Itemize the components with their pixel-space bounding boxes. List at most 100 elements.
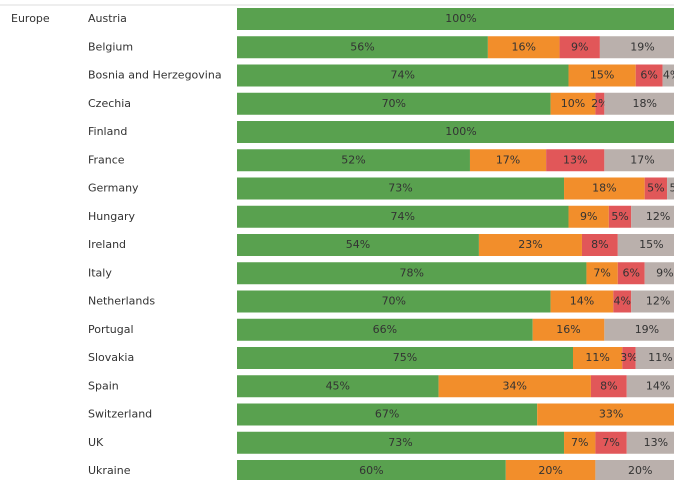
data-label: 13% xyxy=(644,436,668,449)
data-label: 7% xyxy=(571,436,588,449)
bar-segment xyxy=(599,36,674,59)
bar-segment xyxy=(644,177,668,200)
bar-segment xyxy=(622,347,636,369)
data-label: 15% xyxy=(590,69,614,82)
bar-segment xyxy=(595,92,605,115)
data-label: 100% xyxy=(445,125,476,138)
data-label: 19% xyxy=(630,40,654,53)
bar-segment xyxy=(469,149,547,172)
data-label: 54% xyxy=(346,238,370,251)
bar-segment xyxy=(635,347,674,369)
category-label: Ukraine xyxy=(88,464,131,477)
data-label: 67% xyxy=(375,408,399,421)
bar-segment xyxy=(573,347,623,369)
bar-segment xyxy=(237,121,674,143)
bar-segment xyxy=(604,318,674,341)
category-label: Italy xyxy=(88,266,112,279)
data-label: 100% xyxy=(445,12,476,25)
data-label: 33% xyxy=(599,408,623,421)
data-label: 73% xyxy=(388,436,412,449)
bar-segment xyxy=(237,64,569,87)
data-label: 17% xyxy=(630,153,654,166)
data-label: 12% xyxy=(646,295,670,308)
data-label: 56% xyxy=(350,40,374,53)
data-label: 8% xyxy=(591,238,608,251)
category-label: Switzerland xyxy=(88,408,152,421)
category-label: Slovakia xyxy=(88,351,134,364)
bar-segment xyxy=(237,177,565,200)
category-label: France xyxy=(88,153,125,166)
data-label: 78% xyxy=(399,266,423,279)
category-label: Spain xyxy=(88,379,119,392)
bar-segment xyxy=(635,64,663,87)
bar-segment xyxy=(237,149,470,172)
bar-segment xyxy=(237,92,551,115)
bar-segment xyxy=(613,290,632,313)
bar-segment xyxy=(564,177,645,200)
bar-segment xyxy=(237,431,565,454)
bar-segment xyxy=(487,36,560,59)
data-label: 16% xyxy=(511,40,535,53)
bar-segment xyxy=(237,36,488,59)
bar-segment xyxy=(604,149,674,172)
bar-segment xyxy=(564,431,596,454)
bar-segment xyxy=(237,460,506,480)
data-label: 70% xyxy=(382,97,406,110)
data-label: 11% xyxy=(648,351,672,364)
category-label: Germany xyxy=(88,182,139,195)
category-label: Ireland xyxy=(88,238,126,251)
bar-segment xyxy=(608,205,632,228)
bar-segment xyxy=(438,375,591,398)
data-label: 19% xyxy=(635,323,659,336)
data-label: 14% xyxy=(646,379,670,392)
data-label: 8% xyxy=(600,379,617,392)
data-label: 75% xyxy=(393,351,417,364)
data-label: 13% xyxy=(563,153,587,166)
category-label: Bosnia and Herzegovina xyxy=(88,69,222,82)
data-label: 7% xyxy=(602,436,619,449)
data-label: 4% xyxy=(663,69,674,82)
bar-segment xyxy=(237,205,569,228)
category-label: Belgium xyxy=(88,40,133,53)
bar-segment xyxy=(595,431,627,454)
bar-segment xyxy=(237,347,573,369)
bar-segment xyxy=(631,205,674,228)
data-label: 20% xyxy=(628,464,652,477)
bar-segment xyxy=(662,64,674,87)
bar-segment xyxy=(237,375,439,398)
bar-segment xyxy=(546,149,605,172)
category-label: Netherlands xyxy=(88,295,155,308)
data-label: 15% xyxy=(639,238,663,251)
data-label: 52% xyxy=(341,153,365,166)
bar-segment xyxy=(631,290,674,313)
bar-segment xyxy=(550,290,614,313)
data-label: 70% xyxy=(382,295,406,308)
bar-segment xyxy=(537,403,674,426)
category-label: UK xyxy=(88,436,104,449)
data-label: 18% xyxy=(632,97,656,110)
data-label: 9% xyxy=(571,40,588,53)
bar-segment xyxy=(590,375,627,398)
group-label: Europe xyxy=(11,12,50,25)
data-label: 3% xyxy=(620,351,637,364)
data-label: 5% xyxy=(670,182,674,195)
bar-segment xyxy=(604,92,674,115)
data-label: 45% xyxy=(326,379,350,392)
data-label: 9% xyxy=(580,210,597,223)
bar-segment xyxy=(237,403,538,426)
data-label: 18% xyxy=(592,182,616,195)
bar-segment xyxy=(532,318,605,341)
data-label: 74% xyxy=(391,210,415,223)
data-label: 66% xyxy=(373,323,397,336)
bar-segment xyxy=(586,262,618,285)
bar-segment xyxy=(595,460,674,480)
data-label: 7% xyxy=(593,266,610,279)
data-label: 12% xyxy=(646,210,670,223)
bar-segment xyxy=(237,234,479,256)
data-label: 34% xyxy=(503,379,527,392)
bar-segment xyxy=(237,318,533,341)
data-label: 6% xyxy=(623,266,640,279)
data-label: 23% xyxy=(518,238,542,251)
data-label: 5% xyxy=(647,182,664,195)
